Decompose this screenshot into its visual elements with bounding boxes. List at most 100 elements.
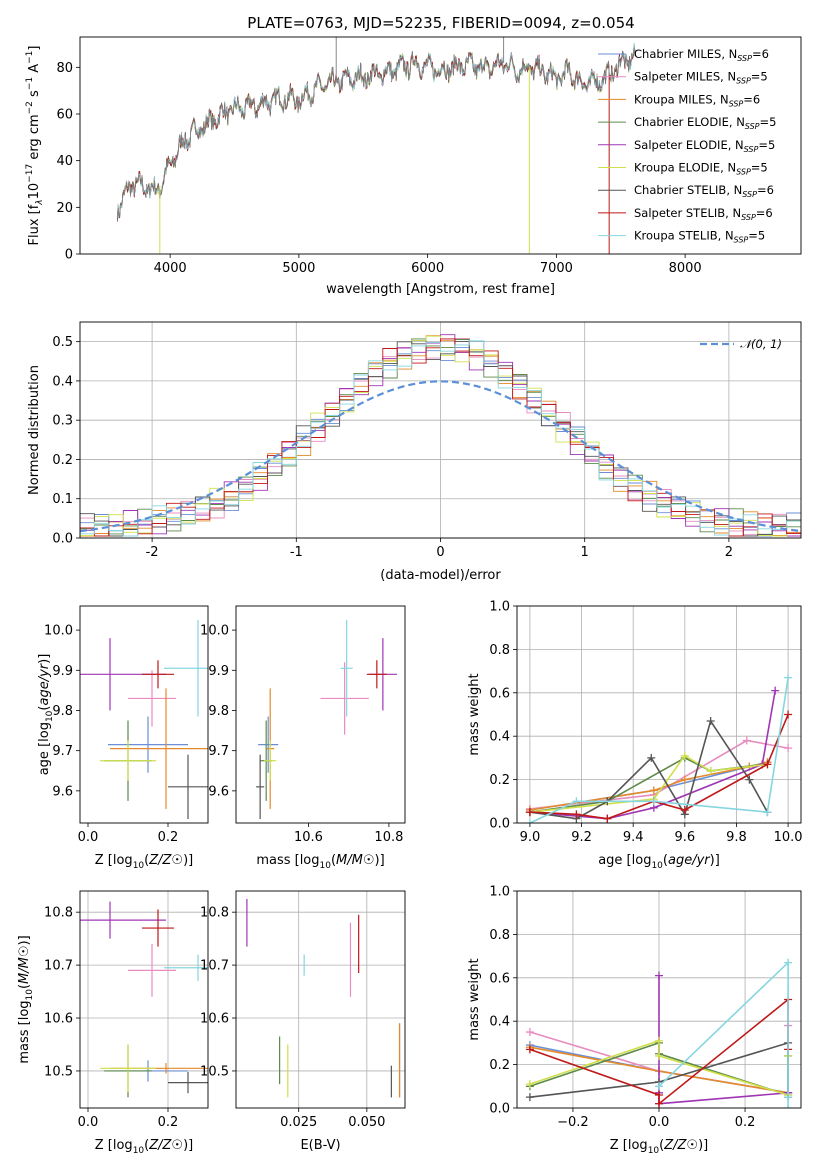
x-tick-label: 4000 — [154, 261, 187, 276]
label-part: 10 — [133, 1146, 145, 1156]
y-tick-label: 0.8 — [489, 928, 510, 943]
y-tick-label: 9.6 — [52, 784, 73, 799]
age-mass-xlabel: mass [log10(M/M☉)] — [256, 853, 384, 871]
label-part: Z [log — [95, 853, 133, 868]
legend-entry: Chabrier STELIB, NSSP=6 — [634, 183, 774, 199]
y-tick-label: 10.8 — [44, 906, 73, 921]
weight-marker — [680, 775, 689, 784]
mass-z-ylabel: mass [log10(M/M☉)] — [17, 935, 35, 1063]
label-part: =6 — [756, 206, 773, 220]
label-part: N — [720, 92, 729, 106]
y-tick-label: 0.4 — [489, 1015, 510, 1030]
x-tick-label: 10.8 — [374, 830, 403, 845]
age-z-axes: 0.0 0.2 9.6 9.7 9.8 9.9 10.0 — [44, 624, 178, 845]
x-tick-label: 0.0 — [78, 830, 99, 845]
y-tick-label: 0.8 — [489, 643, 510, 658]
age-mass-points — [256, 620, 397, 819]
label-part: SSP — [736, 168, 751, 177]
weight-age-lines — [525, 673, 793, 823]
weight-marker — [655, 971, 663, 980]
label-part: ( — [659, 1138, 664, 1153]
label-part: age/yr — [37, 662, 52, 705]
label-part: SSP — [745, 122, 760, 131]
weight-marker — [784, 1093, 793, 1102]
x-tick-label: 9.4 — [623, 830, 644, 845]
label-part: erg cm — [27, 114, 42, 163]
spectrum-legend: Chabrier MILES, NSSP=6 Salpeter MILES, NS… — [598, 47, 776, 245]
weight-marker — [680, 751, 689, 760]
label-part: Kroupa ELODIE, — [634, 161, 727, 175]
label-part: SSP — [734, 236, 749, 245]
label-part: =6 — [743, 92, 760, 106]
weight-marker — [771, 686, 780, 695]
x-tick-label: -1 — [290, 545, 303, 560]
y-tick-label: 9.7 — [208, 744, 229, 759]
x-tick-label: 9.6 — [674, 830, 695, 845]
y-tick-label: 0.6 — [489, 971, 510, 986]
label-part: Chabrier STELIB, — [634, 183, 734, 197]
label-part: SSP — [729, 99, 744, 108]
age-z-ylabel: age [log10(age/yr)] — [37, 654, 55, 776]
label-part: Z [log — [610, 1138, 648, 1153]
weight-z-frame — [516, 890, 802, 1109]
label-part: N — [735, 138, 744, 152]
label-part: Z/Z☉ — [663, 1138, 698, 1153]
x-tick-label: 8000 — [669, 261, 702, 276]
label-part: 10 — [320, 861, 332, 871]
label-part: Z [log — [95, 1138, 133, 1153]
age-mass-frame — [235, 605, 406, 824]
y-tick-label: 10.5 — [200, 1064, 229, 1079]
weight-marker — [525, 1093, 534, 1102]
label-part: A — [27, 64, 42, 77]
spectrum-ylabel: Flux [fλ10−17 erg cm−2 s−1 A−1] — [25, 46, 45, 246]
weight-marker — [745, 775, 754, 784]
weight-marker — [572, 797, 581, 806]
label-part: Chabrier ELODIE, — [634, 115, 736, 129]
age-mass-axes: 10.6 10.8 9.6 9.7 9.8 9.9 10.0 — [200, 624, 403, 845]
weight-z-ylabel: mass weight — [467, 958, 482, 1040]
x-tick-label: 9.0 — [520, 830, 541, 845]
weight-z-xlabel: Z [log10(Z/Z☉)] — [610, 1138, 708, 1156]
label-part: Kroupa STELIB, — [634, 229, 725, 243]
age-z-points — [80, 620, 208, 819]
y-tick-label: 9.9 — [52, 664, 73, 679]
y-tick-label: 20 — [56, 201, 73, 216]
legend-entry: Salpeter ELODIE, NSSP=5 — [634, 138, 775, 154]
y-tick-label: 10.0 — [44, 624, 73, 639]
y-tick-label: 9.7 — [52, 744, 73, 759]
weight-marker — [525, 1080, 534, 1089]
weight-line — [658, 960, 789, 1108]
y-tick-label: 9.6 — [208, 784, 229, 799]
weight-marker — [655, 1051, 663, 1060]
weight-marker — [525, 1045, 534, 1054]
y-tick-label: 0.6 — [489, 686, 510, 701]
label-part: age/yr — [668, 853, 711, 868]
legend-entry: Salpeter MILES, NSSP=5 — [634, 70, 768, 86]
y-tick-label: 0 — [65, 248, 73, 263]
label-part: )] — [375, 853, 385, 868]
y-tick-label: 0.5 — [52, 335, 73, 350]
legend-entry: Chabrier MILES, NSSP=6 — [634, 47, 769, 63]
y-tick-label: 9.8 — [52, 704, 73, 719]
weight-marker — [572, 810, 581, 819]
label-part: =5 — [748, 229, 765, 243]
weight-age-xlabel: age [log10(age/yr)] — [598, 853, 720, 871]
weight-z-lines — [525, 958, 793, 1108]
x-tick-label: 10.0 — [774, 830, 803, 845]
label-part: N — [729, 47, 738, 61]
hist-kroupa-stelib — [80, 340, 801, 538]
y-tick-label: 0.4 — [52, 374, 73, 389]
label-part: N — [725, 229, 734, 243]
residuals-frame — [79, 321, 802, 539]
label-part: −1 — [25, 51, 35, 64]
label-part: λ — [35, 199, 45, 205]
figure-title: PLATE=0763, MJD=52235, FIBERID=0094, z=0… — [247, 14, 634, 32]
spectrum-axes: 4000 5000 6000 7000 8000 0 20 40 60 80 — [56, 61, 701, 276]
y-tick-label: 10.0 — [200, 624, 229, 639]
y-tick-label: 10.6 — [200, 1012, 229, 1027]
label-part: Kroupa MILES, — [634, 92, 720, 106]
spectrum-lines — [116, 37, 637, 254]
x-tick-label: 0 — [436, 545, 444, 560]
legend-entry: Chabrier ELODIE, NSSP=5 — [634, 115, 776, 131]
label-part: ] — [27, 46, 42, 51]
